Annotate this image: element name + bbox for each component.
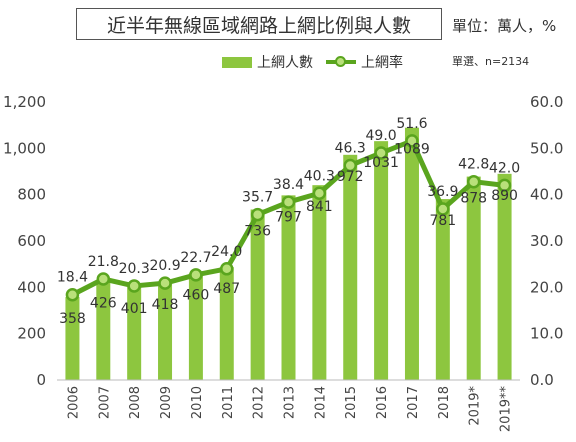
line-value-label: 51.6 [396, 116, 427, 132]
bar-value-label: 401 [121, 301, 148, 317]
line-point [65, 287, 80, 302]
y-left-tick-label: 1,200 [3, 93, 46, 111]
bar [281, 195, 296, 380]
bar-value-label: 890 [491, 188, 518, 204]
bar [404, 127, 419, 380]
line-value-label: 18.4 [57, 270, 88, 286]
y-left-tick-label: 600 [17, 232, 46, 250]
x-tick-label: 2018 [437, 386, 452, 419]
x-tick-label: 2010 [190, 386, 205, 419]
x-tick-label: 2015 [344, 386, 359, 419]
bar-value-label: 736 [244, 223, 271, 239]
legend-bar-label: 上網人數 [257, 55, 313, 71]
bar [65, 297, 80, 380]
x-tick-label: 2019** [499, 386, 514, 433]
line-value-label: 38.4 [273, 177, 304, 193]
y-right-tick-label: 60.0 [530, 93, 563, 111]
line-value-label: 20.3 [119, 261, 150, 277]
line-point [374, 146, 388, 160]
bar-value-label: 841 [306, 199, 333, 215]
bar [435, 199, 450, 380]
bar [219, 267, 234, 380]
line-point [127, 279, 141, 293]
bar [497, 173, 512, 380]
bar-value-label: 878 [460, 191, 487, 207]
bar-value-label: 1089 [394, 142, 430, 158]
x-tick-label: 2007 [97, 386, 112, 419]
legend-bar-swatch [222, 56, 252, 68]
unit-note: 單位：萬人，% [452, 17, 557, 35]
bar [158, 283, 173, 380]
legend-item-line: 上網率 [326, 52, 403, 72]
bar-value-label: 487 [213, 281, 240, 297]
y-left-tick-label: 0 [36, 371, 46, 389]
y-right-tick-label: 30.0 [530, 232, 563, 250]
line-value-label: 21.8 [88, 254, 119, 270]
line-value-label: 24.0 [211, 244, 242, 260]
line-point [436, 202, 450, 216]
bar-value-label: 418 [152, 297, 179, 313]
legend-line-label: 上網率 [361, 55, 403, 71]
line-point [189, 268, 203, 282]
line-value-label: 20.9 [149, 258, 180, 274]
line-point [281, 195, 296, 209]
line-value-label: 36.9 [427, 184, 458, 200]
line-value-label: 49.0 [366, 128, 397, 144]
y-right-tick-label: 50.0 [530, 139, 563, 157]
x-tick-label: 2014 [313, 386, 328, 419]
sample-note: 單選、n=2134 [452, 55, 530, 68]
bar-value-label: 426 [90, 295, 117, 311]
y-right-tick-label: 20.0 [530, 278, 563, 296]
chart-title: 近半年無線區域網路上網比例與人數 [76, 8, 442, 40]
line-point [405, 134, 419, 148]
x-tick-label: 2008 [128, 386, 143, 419]
x-tick-label: 2009 [159, 386, 174, 419]
x-tick-label: 2017 [406, 386, 421, 419]
x-tick-label: 2011 [221, 386, 236, 419]
y-left-tick-label: 400 [17, 278, 46, 296]
x-tick-label: 2016 [375, 386, 390, 419]
bar-value-label: 460 [183, 287, 210, 303]
bar [188, 273, 203, 380]
line-point [96, 272, 111, 286]
y-right-tick-label: 0.0 [530, 371, 554, 389]
line-point [343, 158, 357, 173]
legend-item-bar: 上網人數 [222, 52, 313, 72]
y-left-tick-label: 200 [17, 325, 46, 343]
x-tick-label: 2006 [66, 386, 81, 419]
y-left-tick-label: 800 [17, 186, 46, 204]
line-point [220, 262, 234, 276]
line-value-label: 46.3 [335, 140, 366, 156]
x-tick-label: 2019* [468, 386, 483, 426]
bar [466, 176, 481, 380]
y-right-tick-label: 40.0 [530, 186, 563, 204]
x-tick-label: 2013 [283, 386, 298, 419]
y-right-tick-label: 10.0 [530, 325, 563, 343]
legend-line-swatch [326, 56, 356, 68]
line-point [158, 276, 172, 290]
line-value-label: 42.8 [458, 157, 489, 173]
bar-value-label: 797 [275, 209, 302, 225]
bar [374, 141, 389, 380]
line-value-label: 42.0 [489, 160, 520, 176]
bar-value-label: 358 [59, 311, 86, 327]
line-point [312, 186, 327, 201]
line-point [466, 174, 481, 189]
x-tick-label: 2012 [252, 386, 267, 419]
line-point [250, 207, 265, 222]
bar [96, 281, 111, 380]
line-value-label: 35.7 [242, 190, 273, 206]
bar [127, 287, 142, 380]
line-value-label: 40.3 [304, 168, 335, 184]
bar-value-label: 1031 [363, 155, 399, 171]
bar-value-label: 781 [429, 213, 456, 229]
bar [250, 209, 265, 380]
line-value-label: 22.7 [180, 250, 211, 266]
line-point [497, 178, 512, 193]
bar-value-label: 972 [337, 169, 364, 185]
bar [312, 185, 327, 380]
bar [343, 154, 358, 380]
y-left-tick-label: 1,000 [3, 139, 46, 157]
